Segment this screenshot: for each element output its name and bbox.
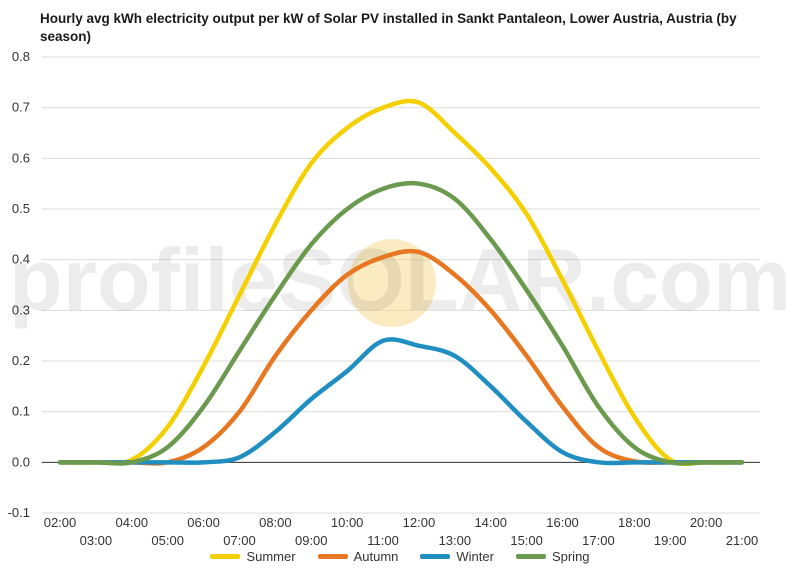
y-tick-label: 0.5 <box>12 201 30 216</box>
x-tick-label: 07:00 <box>223 533 256 548</box>
legend-item-spring[interactable]: Spring <box>515 549 590 564</box>
chart-title: Hourly avg kWh electricity output per kW… <box>40 11 737 44</box>
legend-item-autumn[interactable]: Autumn <box>317 549 399 564</box>
series-line-winter <box>57 337 745 466</box>
y-tick-label: -0.1 <box>8 505 30 520</box>
x-tick-label: 13:00 <box>439 533 472 548</box>
legend-swatch <box>317 554 348 559</box>
legend: Summer Autumn Winter Spring <box>0 549 800 564</box>
series-line-summer <box>57 98 745 467</box>
x-tick-label: 08:00 <box>259 515 292 530</box>
x-tick-label: 10:00 <box>331 515 364 530</box>
legend-label: Winter <box>456 549 494 564</box>
y-tick-label: 0.7 <box>12 100 30 115</box>
y-tick-label: 0.3 <box>12 302 30 317</box>
x-tick-label: 06:00 <box>187 515 220 530</box>
x-tick-label: 05:00 <box>151 533 184 548</box>
legend-swatch <box>210 554 241 559</box>
y-tick-label: 0.4 <box>12 252 30 267</box>
legend-swatch <box>420 554 451 559</box>
y-tick-label: 0.8 <box>12 49 30 64</box>
x-tick-label: 03:00 <box>80 533 113 548</box>
series-line-spring <box>57 180 745 466</box>
x-tick-label: 02:00 <box>44 515 77 530</box>
x-tick-label: 21:00 <box>726 533 759 548</box>
x-tick-label: 14:00 <box>474 515 507 530</box>
x-tick-label: 20:00 <box>690 515 723 530</box>
watermark-layer: profileSOLAR.com <box>9 230 791 329</box>
y-axis-tick-labels: -0.1 0.0 0.1 0.2 0.3 0.4 0.5 0.6 0.7 0.8 <box>8 49 30 520</box>
y-tick-label: 0.6 <box>12 150 30 165</box>
x-tick-label: 15:00 <box>510 533 543 548</box>
legend-item-winter[interactable]: Winter <box>420 549 494 564</box>
y-tick-label: 0.0 <box>12 454 30 469</box>
x-axis-tick-labels: 02:00 04:00 06:00 08:00 10:00 12:00 14:00 16:00… <box>44 515 759 548</box>
watermark-text: profileSOLAR.com <box>9 230 791 329</box>
legend-label: Spring <box>551 549 590 564</box>
x-tick-label: 19:00 <box>654 533 687 548</box>
x-tick-label: 17:00 <box>582 533 615 548</box>
legend-swatch <box>515 554 546 559</box>
x-tick-label: 12:00 <box>403 515 436 530</box>
legend-label: Summer <box>246 549 296 564</box>
x-tick-label: 04:00 <box>116 515 149 530</box>
legend-item-summer[interactable]: Summer <box>210 549 296 564</box>
x-tick-label: 09:00 <box>295 533 328 548</box>
series-lines <box>57 98 745 467</box>
x-tick-label: 16:00 <box>546 515 579 530</box>
x-tick-label: 18:00 <box>618 515 651 530</box>
y-tick-label: 0.2 <box>12 353 30 368</box>
y-tick-label: 0.1 <box>12 404 30 419</box>
x-tick-label: 11:00 <box>367 533 399 548</box>
legend-label: Autumn <box>353 549 399 564</box>
